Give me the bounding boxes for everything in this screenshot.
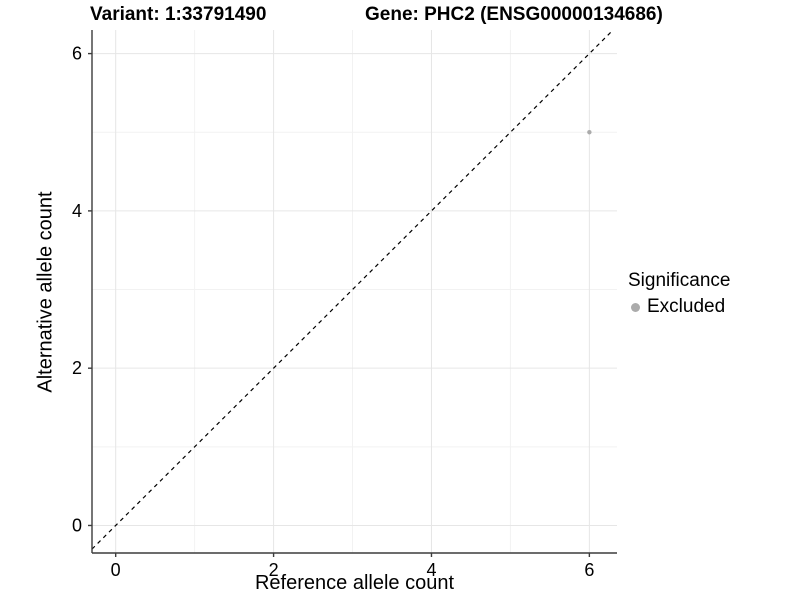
y-tick-label: 2 <box>72 358 82 378</box>
plot-title-variant: Variant: 1:33791490 <box>90 4 267 25</box>
x-tick-label: 4 <box>426 560 436 580</box>
x-tick-label: 0 <box>111 560 121 580</box>
y-tick-label: 6 <box>72 44 82 64</box>
legend: Significance Excluded <box>628 269 730 318</box>
y-tick-label: 4 <box>72 201 82 221</box>
legend-entry-label: Excluded <box>647 296 726 317</box>
legend-title: Significance <box>628 270 731 291</box>
y-tick-label: 0 <box>72 515 82 535</box>
plot-title-gene: Gene: PHC2 (ENSG00000134686) <box>365 4 663 25</box>
x-tick-label: 2 <box>269 560 279 580</box>
identity-line <box>91 29 614 550</box>
legend-point-icon <box>631 302 640 312</box>
x-tick-label: 6 <box>584 560 594 580</box>
data-point <box>587 130 592 135</box>
y-axis-title: Alternative allele count <box>34 191 57 393</box>
legend-entry-excluded: Excluded <box>628 296 730 318</box>
x-axis-title: Reference allele count <box>254 572 454 594</box>
